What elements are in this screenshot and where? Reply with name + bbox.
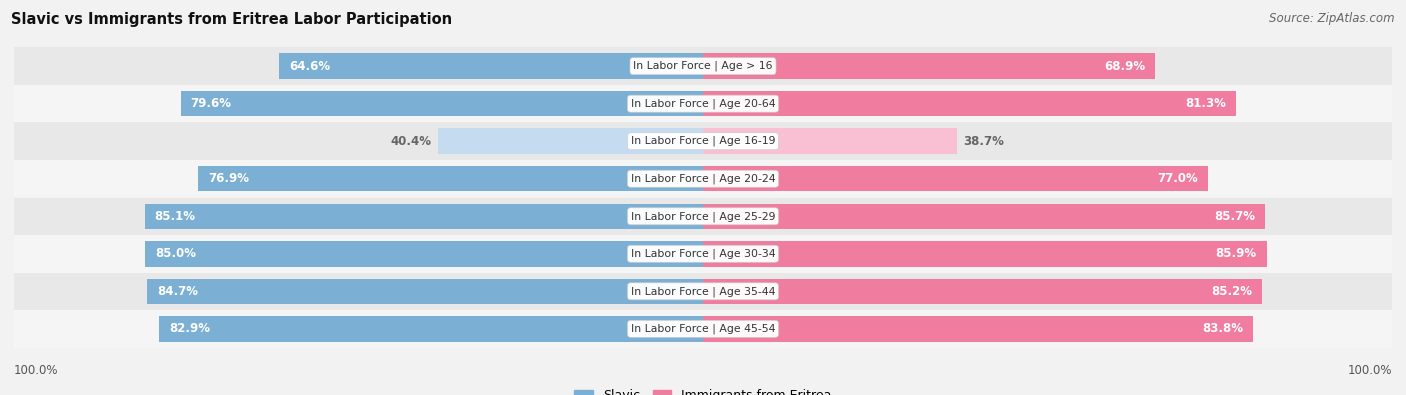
Text: 40.4%: 40.4% — [391, 135, 432, 148]
Text: In Labor Force | Age 35-44: In Labor Force | Age 35-44 — [631, 286, 775, 297]
Text: 85.2%: 85.2% — [1211, 285, 1253, 298]
Text: 81.3%: 81.3% — [1185, 97, 1226, 110]
Text: 83.8%: 83.8% — [1202, 322, 1243, 335]
Bar — [14, 235, 1392, 273]
Bar — [437, 128, 703, 154]
Bar — [14, 160, 1392, 198]
Legend: Slavic, Immigrants from Eritrea: Slavic, Immigrants from Eritrea — [569, 384, 837, 395]
Text: 85.7%: 85.7% — [1215, 210, 1256, 223]
Text: In Labor Force | Age > 16: In Labor Force | Age > 16 — [633, 61, 773, 71]
Text: 85.9%: 85.9% — [1216, 247, 1257, 260]
Bar — [14, 47, 1392, 85]
Bar — [159, 316, 703, 342]
Bar — [145, 241, 703, 267]
Text: 38.7%: 38.7% — [963, 135, 1004, 148]
Text: 100.0%: 100.0% — [14, 364, 59, 376]
Text: In Labor Force | Age 25-29: In Labor Force | Age 25-29 — [631, 211, 775, 222]
Bar — [703, 316, 1253, 342]
Text: 84.7%: 84.7% — [157, 285, 198, 298]
Bar — [14, 310, 1392, 348]
Text: In Labor Force | Age 20-24: In Labor Force | Age 20-24 — [631, 173, 775, 184]
Bar — [148, 278, 703, 304]
Bar — [703, 241, 1267, 267]
Text: 79.6%: 79.6% — [191, 97, 232, 110]
Text: 76.9%: 76.9% — [208, 172, 249, 185]
Text: 85.1%: 85.1% — [155, 210, 195, 223]
Bar — [14, 198, 1392, 235]
Bar — [14, 85, 1392, 122]
Text: In Labor Force | Age 16-19: In Labor Force | Age 16-19 — [631, 136, 775, 147]
Text: 68.9%: 68.9% — [1104, 60, 1146, 73]
Text: 82.9%: 82.9% — [169, 322, 209, 335]
Text: In Labor Force | Age 30-34: In Labor Force | Age 30-34 — [631, 248, 775, 259]
Text: Slavic vs Immigrants from Eritrea Labor Participation: Slavic vs Immigrants from Eritrea Labor … — [11, 12, 453, 27]
Text: 77.0%: 77.0% — [1157, 172, 1198, 185]
Bar — [703, 53, 1156, 79]
Bar — [198, 166, 703, 192]
Bar — [14, 122, 1392, 160]
Bar — [181, 91, 703, 117]
Bar — [280, 53, 703, 79]
Bar — [703, 203, 1265, 229]
Bar — [703, 91, 1236, 117]
Bar — [703, 128, 957, 154]
Text: In Labor Force | Age 45-54: In Labor Force | Age 45-54 — [631, 324, 775, 334]
Text: 100.0%: 100.0% — [1347, 364, 1392, 376]
Text: Source: ZipAtlas.com: Source: ZipAtlas.com — [1270, 12, 1395, 25]
Bar — [703, 278, 1263, 304]
Text: 85.0%: 85.0% — [155, 247, 195, 260]
Bar — [14, 273, 1392, 310]
Text: In Labor Force | Age 20-64: In Labor Force | Age 20-64 — [631, 98, 775, 109]
Text: 64.6%: 64.6% — [290, 60, 330, 73]
Bar — [145, 203, 703, 229]
Bar — [703, 166, 1208, 192]
